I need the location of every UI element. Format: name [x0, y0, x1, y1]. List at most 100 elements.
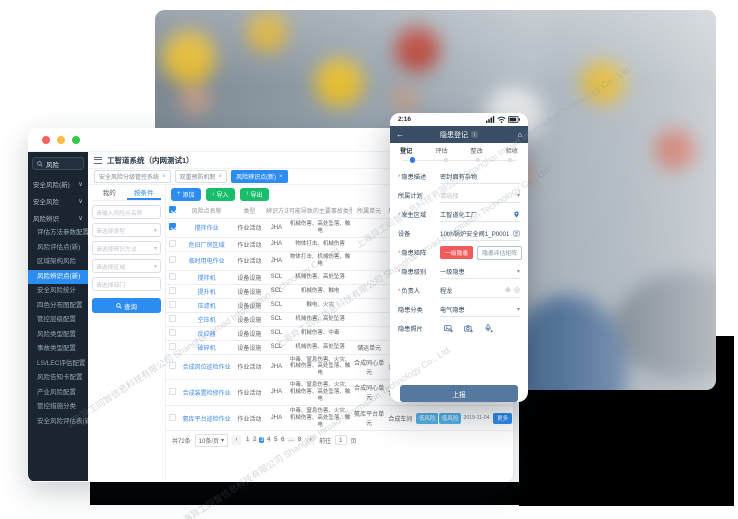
open-tab-chip[interactable]: 安全风险分级管控系统 ×: [94, 170, 171, 183]
goto-page-input[interactable]: 1: [335, 435, 347, 446]
method-cell: JHA: [264, 379, 288, 406]
page-number[interactable]: 1: [245, 437, 251, 444]
submit-button[interactable]: 上报: [400, 385, 518, 402]
field-value[interactable]: 密封面有杂物: [440, 170, 520, 184]
sidebar-group[interactable]: 安全风险 ∨: [28, 192, 88, 209]
open-tab-chip[interactable]: 风险辨识点(新) ×: [231, 170, 288, 183]
risk-point-link[interactable]: 氨库平台巡检作业: [179, 405, 234, 432]
home-icon[interactable]: ⌂: [517, 130, 522, 139]
row-checkbox[interactable]: [169, 286, 177, 294]
row-checkbox[interactable]: [169, 362, 177, 370]
next-page-button[interactable]: ›: [306, 435, 316, 446]
risk-point-link[interactable]: 破碎机: [179, 340, 234, 355]
field-value[interactable]: 工智道化工厂: [440, 208, 520, 222]
field-value[interactable]: 程龙 ⊗ ◎: [440, 284, 520, 298]
field-value[interactable]: 请选择 ▾: [440, 189, 520, 203]
page-number[interactable]: 8: [296, 437, 303, 444]
close-icon[interactable]: ×: [279, 173, 283, 180]
workflow-step[interactable]: 验收: [505, 148, 518, 155]
row-checkbox[interactable]: [169, 387, 177, 395]
row-checkbox[interactable]: [169, 342, 177, 350]
maximize-window-icon[interactable]: [72, 135, 80, 144]
field-value[interactable]: 10t/h锅炉安全阀1_P0001: [440, 227, 520, 241]
sidebar-item[interactable]: 评估方法参数配置: [37, 229, 88, 236]
filter-select[interactable]: 请选择区域 ▾: [92, 259, 161, 273]
risk-point-link[interactable]: 压滤机: [179, 298, 234, 313]
back-icon[interactable]: ←: [396, 130, 404, 139]
risk-point-link[interactable]: 反应器: [179, 326, 234, 341]
sidebar-group[interactable]: 安全风险(新) ∨: [28, 175, 88, 192]
row-checkbox[interactable]: [169, 314, 177, 322]
menu-collapse-icon[interactable]: [94, 156, 102, 164]
contact-picker-icon[interactable]: ◎: [513, 287, 520, 294]
sidebar-item[interactable]: LS/LEC评估配置: [37, 359, 86, 367]
sidebar-item[interactable]: 风险告知卡配置: [37, 374, 83, 381]
filter-select[interactable]: 请选择辨识方法 ▾: [92, 241, 161, 255]
sidebar-item[interactable]: 安全风险评估表(新): [37, 417, 88, 425]
sidebar-item[interactable]: 风险评估点(新): [37, 243, 81, 251]
filter-tab[interactable]: 按条件: [126, 187, 161, 200]
row-checkbox[interactable]: [169, 239, 177, 247]
workflow-step[interactable]: 登记: [400, 148, 413, 155]
field-value[interactable]: 电气隐患 ▾: [440, 303, 520, 317]
sidebar-item[interactable]: 产业风险配置: [37, 388, 76, 396]
sidebar-item[interactable]: 风险类型配置: [37, 330, 76, 338]
add-button[interactable]: + 添加: [171, 187, 201, 201]
goto-unit-label: 页: [350, 438, 357, 445]
workflow-step[interactable]: 整改: [470, 148, 483, 155]
sidebar-item[interactable]: 四色分布图配置: [37, 301, 83, 309]
select-all-checkbox[interactable]: [169, 206, 177, 213]
row-checkbox[interactable]: [169, 256, 177, 264]
location-value: 工智道化工厂: [440, 211, 478, 219]
page-size-select[interactable]: 10条/页 ▾: [194, 433, 229, 447]
close-window-icon[interactable]: [42, 135, 50, 144]
filter-input[interactable]: 请选择部门: [92, 277, 161, 291]
row-checkbox[interactable]: [169, 328, 177, 336]
sidebar-item[interactable]: 管控措施分类: [37, 403, 76, 410]
page-number[interactable]: 4: [266, 437, 272, 444]
row-checkbox[interactable]: [169, 223, 177, 231]
minimize-window-icon[interactable]: [57, 135, 65, 144]
row-checkbox[interactable]: [169, 413, 177, 421]
risk-point-link[interactable]: 临时用电作业: [179, 251, 234, 271]
sidebar-item[interactable]: 风险辨识点(新): [28, 269, 88, 284]
hazard-level-badge-button[interactable]: 一级隐患: [440, 246, 474, 259]
page-number[interactable]: 5: [273, 437, 279, 444]
field-value[interactable]: [440, 322, 520, 335]
workflow-step[interactable]: 评估: [435, 148, 448, 155]
filter-input[interactable]: 请输入风险点名称: [92, 205, 161, 219]
field-value[interactable]: 一级隐患 ▾: [440, 265, 520, 279]
clear-icon[interactable]: ⊗: [505, 287, 511, 294]
sidebar-group[interactable]: 风险辨识 ∨: [28, 209, 88, 226]
risk-point-link[interactable]: 搅拌机: [179, 270, 234, 285]
page-number[interactable]: 2: [252, 437, 258, 444]
risk-point-link[interactable]: 合成岗位巡检作业: [179, 354, 234, 381]
filter-select[interactable]: 请选择类型 ▾: [92, 223, 161, 237]
sidebar-item[interactable]: 区域架构风险: [37, 258, 76, 265]
more-button[interactable]: 更多: [493, 412, 513, 424]
filter-tab[interactable]: 我的: [102, 190, 116, 197]
close-icon[interactable]: ×: [218, 173, 223, 180]
row-checkbox[interactable]: [169, 300, 177, 308]
sidebar-item[interactable]: 事故类型配置: [37, 345, 76, 352]
hazard-matrix-button[interactable]: 隐患评估矩阵: [477, 245, 522, 260]
sidebar-search-input[interactable]: 风险: [32, 157, 84, 170]
page-number[interactable]: 6: [280, 437, 286, 444]
sidebar-item[interactable]: 安全风险统计: [37, 287, 76, 294]
risk-point-link[interactable]: 合成装置检修作业: [179, 379, 234, 406]
query-button[interactable]: 查询: [92, 298, 161, 313]
sidebar-item[interactable]: 管控层级配置: [37, 316, 76, 323]
row-checkbox[interactable]: [169, 272, 177, 280]
import-button[interactable]: ↓ 导入: [205, 187, 235, 201]
close-icon[interactable]: ×: [162, 173, 166, 180]
open-tab-chip[interactable]: 双重预防机制 ×: [174, 170, 228, 183]
risk-point-link[interactable]: 空压机: [179, 312, 234, 327]
risk-point-link[interactable]: 搅拌作业: [179, 218, 234, 238]
prev-page-button[interactable]: ‹: [232, 435, 242, 446]
page-number[interactable]: …: [287, 437, 296, 444]
risk-point-link[interactable]: 危旧厂房区域: [179, 237, 234, 252]
export-button[interactable]: ↑ 导出: [239, 187, 269, 201]
field-value[interactable]: 一级隐患 隐患评估矩阵: [440, 244, 522, 262]
page-number[interactable]: 3: [259, 437, 265, 444]
risk-point-link[interactable]: 提升机: [179, 284, 234, 299]
